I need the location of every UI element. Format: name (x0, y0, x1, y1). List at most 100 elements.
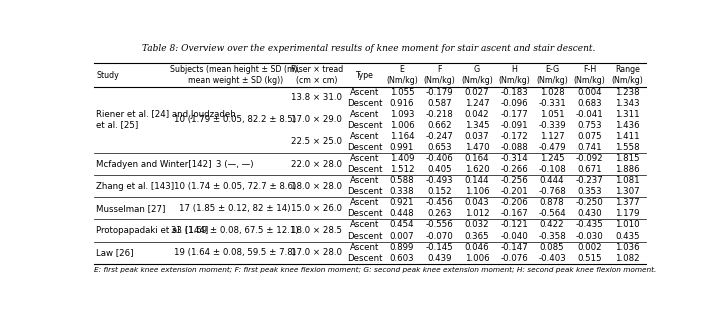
Text: 1.036: 1.036 (615, 243, 639, 252)
Text: F-H
(Nm/kg): F-H (Nm/kg) (574, 65, 605, 85)
Text: Musselman [27]: Musselman [27] (96, 204, 165, 213)
Text: 1.247: 1.247 (464, 99, 490, 108)
Text: 1.106: 1.106 (464, 187, 490, 196)
Text: 0.587: 0.587 (427, 99, 452, 108)
Text: 0.588: 0.588 (390, 176, 414, 185)
Text: 1.409: 1.409 (390, 154, 414, 163)
Text: Mcfadyen and Winter[142]: Mcfadyen and Winter[142] (96, 160, 211, 168)
Text: E
(Nm/kg): E (Nm/kg) (386, 65, 418, 85)
Text: Ascent: Ascent (349, 154, 379, 163)
Text: 1.377: 1.377 (615, 198, 639, 207)
Text: 3 (—, —): 3 (—, —) (216, 160, 254, 168)
Text: 0.043: 0.043 (464, 198, 490, 207)
Text: Descent: Descent (347, 121, 383, 130)
Text: -0.108: -0.108 (539, 165, 566, 174)
Text: 0.042: 0.042 (464, 110, 490, 119)
Text: Descent: Descent (347, 99, 383, 108)
Text: 0.027: 0.027 (464, 88, 490, 97)
Text: 22.0 × 28.0: 22.0 × 28.0 (291, 160, 342, 168)
Text: 0.002: 0.002 (577, 243, 602, 252)
Text: 0.430: 0.430 (577, 210, 602, 218)
Text: -0.092: -0.092 (576, 154, 603, 163)
Text: -0.172: -0.172 (500, 132, 528, 141)
Text: Descent: Descent (347, 143, 383, 152)
Text: -0.564: -0.564 (539, 210, 566, 218)
Text: 0.878: 0.878 (540, 198, 564, 207)
Text: Riser × tread
(cm × cm): Riser × tread (cm × cm) (290, 65, 343, 85)
Text: 0.899: 0.899 (390, 243, 414, 252)
Text: 0.422: 0.422 (540, 221, 564, 229)
Text: 33 (1.69 ± 0.08, 67.5 ± 12.1): 33 (1.69 ± 0.08, 67.5 ± 12.1) (171, 226, 299, 235)
Text: -0.041: -0.041 (576, 110, 603, 119)
Text: 1.470: 1.470 (464, 143, 490, 152)
Text: 0.353: 0.353 (577, 187, 602, 196)
Text: 18.0 × 28.0: 18.0 × 28.0 (291, 182, 342, 191)
Text: 1.512: 1.512 (390, 165, 414, 174)
Text: -0.147: -0.147 (500, 243, 528, 252)
Text: Descent: Descent (347, 232, 383, 240)
Text: 1.081: 1.081 (615, 176, 639, 185)
Text: 0.405: 0.405 (427, 165, 452, 174)
Text: 1.886: 1.886 (615, 165, 639, 174)
Text: 1.345: 1.345 (464, 121, 490, 130)
Text: 1.815: 1.815 (615, 154, 639, 163)
Text: 0.152: 0.152 (427, 187, 452, 196)
Text: -0.256: -0.256 (500, 176, 528, 185)
Text: 0.921: 0.921 (390, 198, 414, 207)
Text: -0.479: -0.479 (539, 143, 566, 152)
Text: 1.028: 1.028 (540, 88, 564, 97)
Text: 1.127: 1.127 (540, 132, 564, 141)
Text: 1.055: 1.055 (390, 88, 414, 97)
Text: Ascent: Ascent (349, 88, 379, 97)
Text: 0.454: 0.454 (390, 221, 414, 229)
Text: 1.082: 1.082 (615, 254, 639, 263)
Text: -0.331: -0.331 (539, 99, 566, 108)
Text: 22.5 × 25.0: 22.5 × 25.0 (291, 137, 342, 146)
Text: 1.558: 1.558 (615, 143, 639, 152)
Text: E: first peak knee extension moment; F: first peak knee flexion moment; G: secon: E: first peak knee extension moment; F: … (94, 267, 656, 273)
Text: -0.177: -0.177 (500, 110, 528, 119)
Text: 1.311: 1.311 (615, 110, 639, 119)
Text: 17.0 × 29.0: 17.0 × 29.0 (291, 115, 342, 124)
Text: Ascent: Ascent (349, 243, 379, 252)
Text: -0.218: -0.218 (426, 110, 454, 119)
Text: -0.179: -0.179 (426, 88, 453, 97)
Text: -0.088: -0.088 (500, 143, 528, 152)
Text: 10 (1.79 ± 0.05, 82.2 ± 8.5): 10 (1.79 ± 0.05, 82.2 ± 8.5) (174, 115, 296, 124)
Text: 1.343: 1.343 (615, 99, 639, 108)
Text: 1.006: 1.006 (390, 121, 414, 130)
Text: 0.007: 0.007 (390, 232, 414, 240)
Text: 18.0 × 28.5: 18.0 × 28.5 (291, 226, 342, 235)
Text: Table 8: Overview over the experimental results of knee moment for stair ascent : Table 8: Overview over the experimental … (142, 44, 595, 53)
Text: 13.8 × 31.0: 13.8 × 31.0 (291, 93, 342, 102)
Text: -0.266: -0.266 (500, 165, 528, 174)
Text: 0.753: 0.753 (577, 121, 602, 130)
Text: Ascent: Ascent (349, 221, 379, 229)
Text: 0.653: 0.653 (427, 143, 452, 152)
Text: -0.493: -0.493 (426, 176, 453, 185)
Text: Riener et al. [24] and Joudzadeh
et al. [25]: Riener et al. [24] and Joudzadeh et al. … (96, 110, 236, 130)
Text: -0.435: -0.435 (576, 221, 603, 229)
Text: -0.768: -0.768 (539, 187, 566, 196)
Text: -0.121: -0.121 (500, 221, 528, 229)
Text: 0.004: 0.004 (577, 88, 602, 97)
Text: 0.741: 0.741 (577, 143, 602, 152)
Text: 1.238: 1.238 (615, 88, 639, 97)
Text: 0.075: 0.075 (577, 132, 602, 141)
Text: -0.076: -0.076 (500, 254, 528, 263)
Text: E-G
(Nm/kg): E-G (Nm/kg) (536, 65, 568, 85)
Text: -0.030: -0.030 (576, 232, 603, 240)
Text: 17.0 × 28.0: 17.0 × 28.0 (291, 248, 342, 257)
Text: 0.991: 0.991 (390, 143, 414, 152)
Text: Study: Study (96, 70, 119, 80)
Text: -0.406: -0.406 (426, 154, 454, 163)
Text: G
(Nm/kg): G (Nm/kg) (461, 65, 493, 85)
Text: -0.250: -0.250 (576, 198, 603, 207)
Text: 0.435: 0.435 (615, 232, 639, 240)
Text: -0.314: -0.314 (500, 154, 528, 163)
Text: 1.006: 1.006 (464, 254, 490, 263)
Text: Protopapadaki et al. [144]: Protopapadaki et al. [144] (96, 226, 209, 235)
Text: -0.040: -0.040 (500, 232, 528, 240)
Text: -0.339: -0.339 (539, 121, 566, 130)
Text: Law [26]: Law [26] (96, 248, 134, 257)
